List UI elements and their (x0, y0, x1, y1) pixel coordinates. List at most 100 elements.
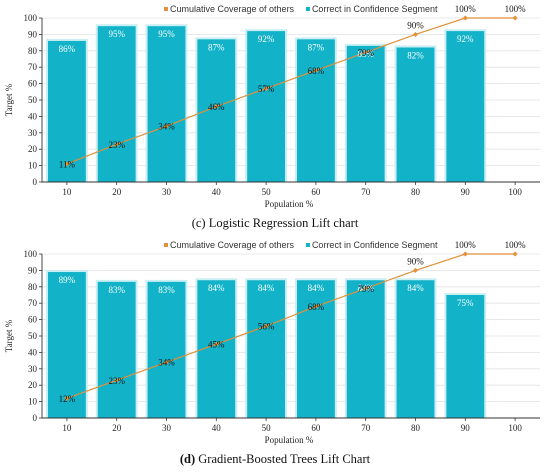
chart-panel-gradient-boosted-trees: Cumulative Coverage of others Correct in … (0, 236, 550, 472)
bar (396, 280, 435, 418)
line-data-label: 100% (505, 4, 527, 14)
chart-svg: Cumulative Coverage of others Correct in … (4, 4, 540, 209)
legend-marker-line (164, 7, 168, 11)
legend-label: Cumulative Coverage of others (170, 4, 295, 14)
legend-marker-line (164, 243, 168, 247)
line-data-label: 34% (158, 122, 175, 132)
bar-data-label: 95% (158, 29, 175, 39)
legend-label: Correct in Confidence Segment (312, 240, 438, 250)
y-tick-label: 70 (28, 298, 38, 308)
line-data-label: 57% (258, 84, 275, 94)
chart-panel-logistic-regression: Cumulative Coverage of others Correct in … (0, 4, 550, 231)
bar-data-label: 92% (258, 34, 275, 44)
line-data-label: 12% (59, 394, 76, 404)
y-tick-label: 30 (28, 128, 38, 138)
bar (346, 45, 385, 182)
line-data-label: 68% (308, 66, 325, 76)
bar (346, 280, 385, 418)
x-tick-label: 50 (262, 423, 272, 433)
line-data-label: 100% (455, 4, 477, 14)
line-point (462, 251, 468, 257)
bar (446, 295, 485, 418)
y-tick-label: 80 (28, 282, 38, 292)
line-point (213, 341, 219, 347)
x-tick-label: 20 (112, 187, 122, 197)
x-tick-label: 40 (212, 423, 222, 433)
y-tick-label: 90 (28, 29, 38, 39)
bar (446, 31, 485, 183)
line-data-label: 34% (158, 358, 175, 368)
bar-data-label: 83% (357, 49, 374, 59)
line-point (64, 161, 70, 167)
line-data-label: 23% (108, 140, 125, 150)
bar-data-label: 89% (59, 275, 76, 285)
line-data-label: 79% (357, 48, 374, 58)
caption-text: Gradient-Boosted Trees Lift Chart (198, 452, 371, 466)
chart-legend: Cumulative Coverage of others Correct in … (164, 240, 438, 250)
bar-data-label: 84% (258, 283, 275, 293)
line-point (213, 104, 219, 110)
caption-label: (c) (191, 216, 206, 230)
x-tick-label: 80 (411, 423, 421, 433)
y-axis-title: Target % (4, 319, 14, 352)
bar-data-label: 95% (108, 29, 125, 39)
y-tick-label: 20 (28, 144, 38, 154)
line-data-label: 23% (108, 376, 125, 386)
x-tick-label: 70 (361, 187, 371, 197)
chart-caption: (d) Gradient-Boosted Trees Lift Chart (0, 452, 550, 467)
bar (296, 39, 335, 182)
x-tick-label: 90 (461, 187, 471, 197)
bar-data-label: 83% (108, 285, 125, 295)
bar (247, 280, 286, 418)
legend-marker-bar (305, 243, 310, 247)
line-data-label: 46% (208, 102, 225, 112)
bar-data-label: 86% (59, 44, 76, 54)
y-tick-label: 50 (28, 331, 38, 341)
x-tick-label: 40 (212, 187, 222, 197)
chart-svg: Cumulative Coverage of others Correct in … (4, 240, 540, 445)
y-tick-label: 0 (33, 177, 38, 187)
line-point (263, 85, 269, 92)
y-tick-label: 10 (28, 397, 38, 407)
x-tick-label: 100 (508, 423, 522, 433)
line-series (66, 17, 516, 165)
line-data-label: 100% (505, 240, 527, 250)
line-point (412, 31, 419, 37)
x-tick-label: 30 (162, 187, 172, 197)
y-tick-label: 50 (28, 95, 38, 105)
bar (396, 47, 435, 182)
bar-data-label: 84% (308, 283, 325, 293)
x-tick-label: 60 (311, 423, 321, 433)
line-point (263, 323, 269, 329)
x-axis-title: Population % (265, 435, 314, 445)
x-tick-label: 90 (461, 423, 471, 433)
line-point (512, 15, 518, 21)
caption-label: (d) (179, 452, 196, 466)
y-tick-label: 40 (28, 347, 38, 357)
y-tick-label: 10 (28, 161, 38, 171)
bar (197, 39, 236, 182)
y-tick-label: 60 (28, 79, 38, 89)
line-point (163, 123, 170, 129)
line-data-label: 11% (59, 159, 76, 169)
x-tick-label: 60 (311, 187, 321, 197)
chart-caption: (c) Logistic Regression Lift chart (0, 216, 550, 231)
bar-data-label: 84% (357, 283, 374, 293)
y-tick-label: 100 (24, 249, 38, 259)
x-tick-label: 50 (262, 187, 272, 197)
bar-data-label: 83% (158, 285, 175, 295)
legend-label: Correct in Confidence Segment (312, 4, 438, 14)
caption-text: Logistic Regression Lift chart (208, 216, 359, 230)
y-tick-label: 0 (33, 413, 38, 423)
x-axis-title: Population % (265, 199, 314, 209)
x-tick-label: 70 (361, 423, 371, 433)
bar (147, 281, 186, 418)
bar-data-label: 92% (457, 34, 474, 44)
line-series (66, 253, 516, 399)
line-point (363, 285, 369, 291)
line-point (412, 267, 419, 273)
x-tick-label: 10 (62, 423, 72, 433)
line-data-label: 56% (258, 322, 275, 332)
line-point (363, 49, 369, 55)
bar (247, 31, 286, 183)
